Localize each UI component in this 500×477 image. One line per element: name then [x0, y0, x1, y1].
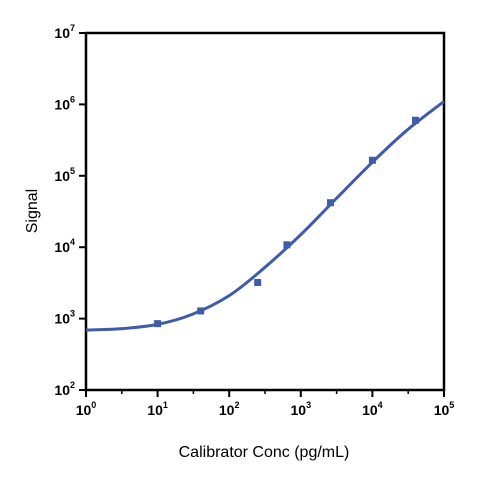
axes — [84, 31, 446, 392]
data-point-marker — [412, 116, 420, 124]
x-tick-label: 100 — [76, 400, 97, 418]
x-tick-label: 105 — [434, 400, 455, 418]
x-tick-label: 103 — [291, 400, 312, 418]
x-tick-label: 102 — [219, 400, 240, 418]
plot-frame — [84, 31, 446, 392]
data-point-marker — [197, 307, 205, 315]
y-tick-label: 103 — [54, 309, 75, 327]
data-point-marker — [254, 279, 262, 287]
y-tick-label: 107 — [54, 23, 75, 41]
x-tick-label: 104 — [362, 400, 383, 418]
y-tick-label: 105 — [54, 166, 75, 184]
x-tick-label: 101 — [147, 400, 168, 418]
x-axis-title: Calibrator Conc (pg/mL) — [179, 444, 350, 461]
data-point-marker — [327, 199, 335, 207]
y-tick-label: 104 — [54, 237, 75, 255]
data-point-marker — [368, 156, 376, 164]
y-tick-label: 102 — [54, 380, 75, 398]
y-axis-title: Signal — [24, 189, 41, 233]
fitted-curve — [85, 100, 445, 332]
data-points — [154, 116, 420, 328]
ticks: 100 101 102 103 104 105 102 103 104 105 106 107 — [54, 23, 454, 418]
data-point-marker — [154, 320, 162, 328]
y-tick-label: 106 — [54, 94, 75, 112]
data-point-marker — [283, 241, 291, 249]
